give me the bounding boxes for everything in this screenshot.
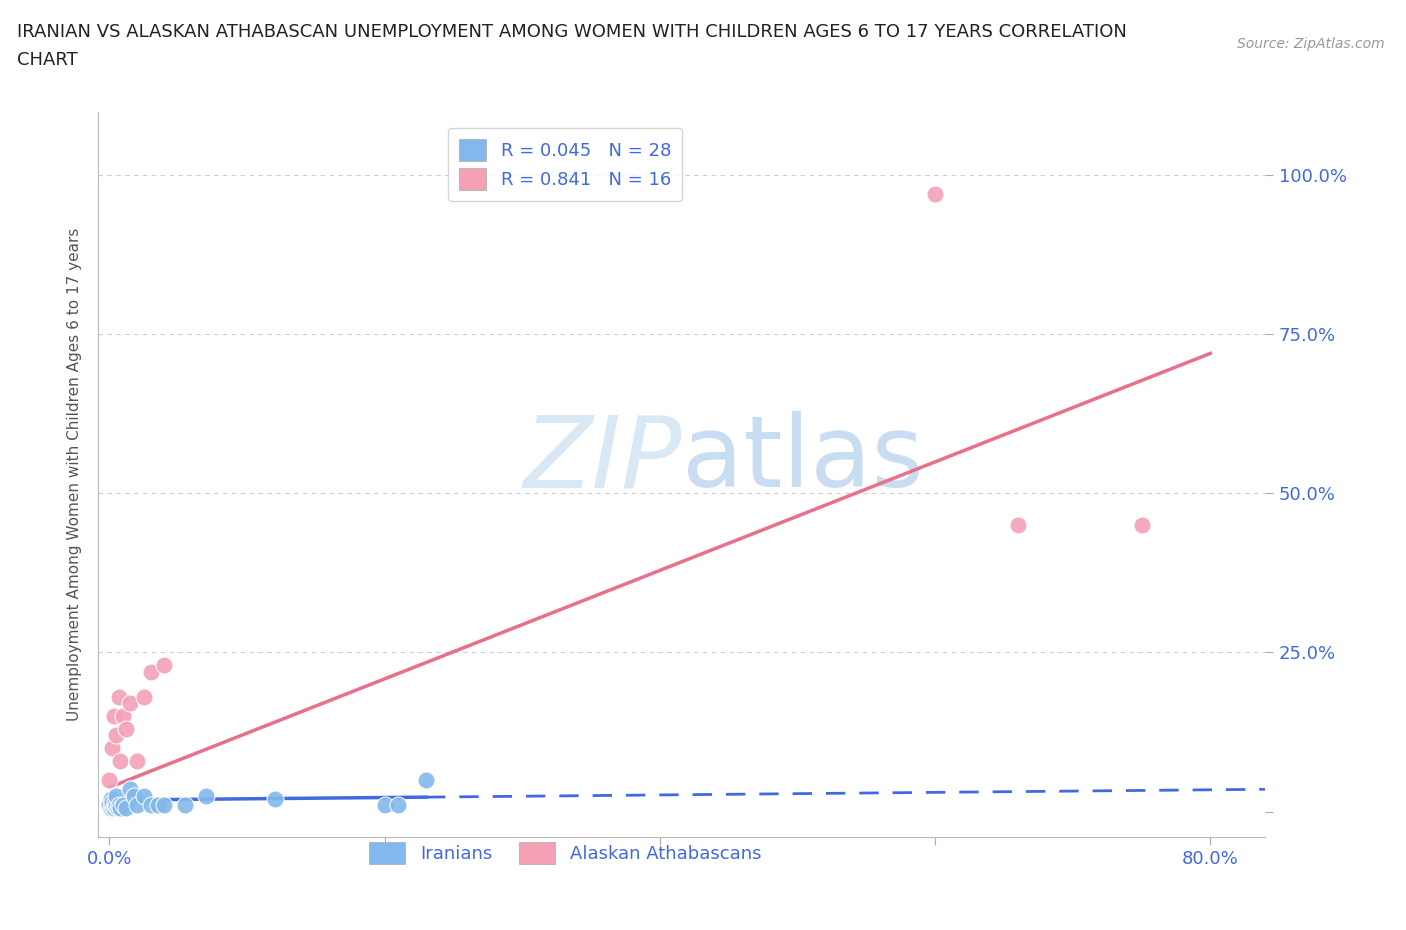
Point	[120, 696, 142, 711]
Point	[104, 798, 127, 813]
Point	[100, 791, 122, 806]
Point	[125, 753, 148, 768]
Point	[98, 772, 121, 787]
Text: Source: ZipAtlas.com: Source: ZipAtlas.com	[1237, 37, 1385, 51]
Point	[112, 709, 135, 724]
Point	[105, 799, 128, 814]
Point	[101, 799, 124, 814]
Legend: Iranians, Alaskan Athabascans: Iranians, Alaskan Athabascans	[361, 835, 769, 871]
Point	[115, 801, 138, 816]
Point	[387, 798, 409, 813]
Point	[139, 664, 162, 679]
Y-axis label: Unemployment Among Women with Children Ages 6 to 17 years: Unemployment Among Women with Children A…	[66, 228, 82, 721]
Point	[110, 801, 132, 816]
Point	[122, 789, 145, 804]
Point	[174, 798, 197, 813]
Point	[98, 798, 121, 813]
Text: CHART: CHART	[17, 51, 77, 69]
Point	[153, 798, 176, 813]
Point	[105, 728, 128, 743]
Point	[112, 798, 135, 813]
Point	[101, 794, 124, 809]
Point	[194, 789, 217, 804]
Point	[104, 794, 127, 809]
Point	[924, 187, 946, 202]
Point	[263, 791, 285, 806]
Point	[108, 798, 131, 813]
Point	[101, 740, 124, 755]
Point	[153, 658, 176, 672]
Text: atlas: atlas	[682, 411, 924, 509]
Point	[103, 801, 125, 816]
Point	[139, 798, 162, 813]
Point	[115, 722, 138, 737]
Point	[107, 801, 129, 816]
Text: IRANIAN VS ALASKAN ATHABASCAN UNEMPLOYMENT AMONG WOMEN WITH CHILDREN AGES 6 TO 1: IRANIAN VS ALASKAN ATHABASCAN UNEMPLOYME…	[17, 23, 1126, 41]
Point	[120, 782, 142, 797]
Point	[100, 801, 122, 816]
Point	[415, 772, 437, 787]
Point	[1007, 518, 1029, 533]
Text: ZIP: ZIP	[523, 411, 682, 509]
Point	[103, 709, 125, 724]
Point	[132, 789, 155, 804]
Point	[146, 798, 169, 813]
Point	[374, 798, 396, 813]
Point	[105, 789, 128, 804]
Point	[108, 689, 131, 704]
Point	[1130, 518, 1153, 533]
Point	[110, 753, 132, 768]
Point	[125, 798, 148, 813]
Point	[132, 689, 155, 704]
